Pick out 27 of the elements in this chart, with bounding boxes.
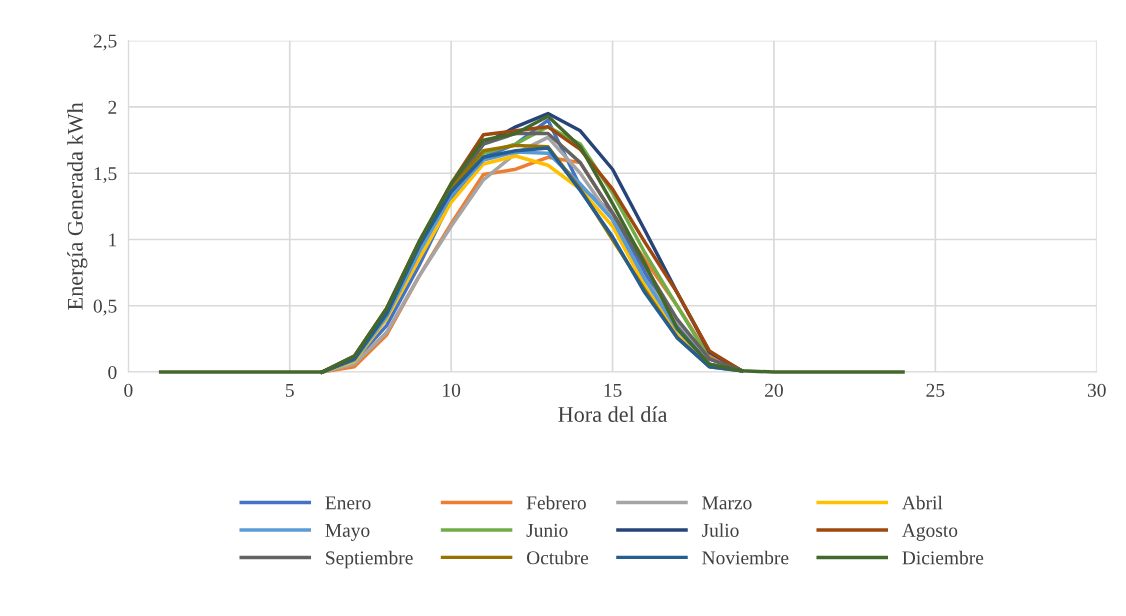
x-tick-label: 10 [443,383,461,397]
legend-label: Septiembre [326,550,413,569]
y-tick-label: 1 [109,233,117,247]
legend-label: Agosto [902,523,958,541]
y-tick-label: 0,5 [93,299,117,316]
legend-label: Julio [701,523,739,537]
y-tick-label: 2 [108,100,117,114]
x-tick-label: 15 [604,383,622,397]
x-tick-label: 20 [765,383,783,397]
legend-label: Mayo [325,523,370,541]
legend-label: Octubre [526,550,589,565]
legend-label: Marzo [702,496,752,510]
legend-label: Noviembre [702,550,789,565]
x-tick-label: 30 [1087,383,1106,397]
y-tick-label: 0 [108,365,117,379]
y-tick-label: 1,5 [94,167,117,183]
legend-label: Junio [526,523,568,537]
legend-label: Diciembre [902,550,984,565]
x-tick-label: 0 [124,383,133,397]
y-tick-label: 2,5 [93,34,117,51]
legend-label: Abril [902,495,943,510]
legend-label: Enero [325,496,371,510]
y-axis-title: Energía Generada kWh [67,102,88,310]
legend-label: Febrero [526,495,586,510]
x-tick-label: 25 [926,383,945,397]
x-axis-title: Hora del día [558,406,668,422]
x-tick-label: 5 [286,383,294,397]
